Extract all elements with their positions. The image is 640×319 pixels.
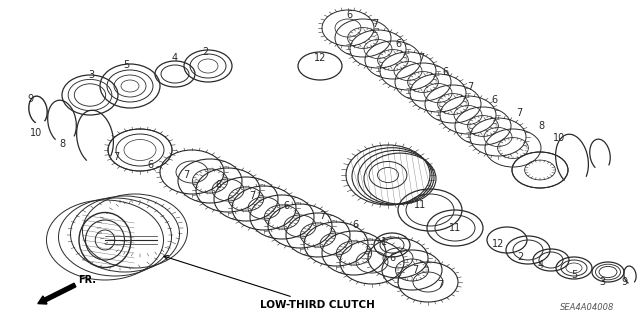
Text: 5: 5 xyxy=(571,270,577,280)
Text: 7: 7 xyxy=(113,152,119,162)
Text: 6: 6 xyxy=(283,201,289,211)
FancyArrow shape xyxy=(38,283,76,304)
Text: 7: 7 xyxy=(467,82,473,92)
Text: 7: 7 xyxy=(418,53,424,63)
Text: 7: 7 xyxy=(249,191,255,201)
Text: SEA4A04008: SEA4A04008 xyxy=(560,303,614,313)
Text: 7: 7 xyxy=(372,19,378,29)
Text: 3: 3 xyxy=(88,70,94,80)
Text: 6: 6 xyxy=(346,10,352,20)
Text: 6: 6 xyxy=(395,39,401,49)
Text: LOW-THIRD CLUTCH: LOW-THIRD CLUTCH xyxy=(164,256,375,310)
Text: 4: 4 xyxy=(172,53,178,63)
Text: 6: 6 xyxy=(215,180,221,190)
Text: 7: 7 xyxy=(437,280,443,290)
Text: 4: 4 xyxy=(538,260,544,270)
Text: 12: 12 xyxy=(314,53,326,63)
Text: 10: 10 xyxy=(30,128,42,138)
Text: 12: 12 xyxy=(492,239,504,249)
Text: 6: 6 xyxy=(147,160,153,170)
Text: 7: 7 xyxy=(516,108,522,118)
Text: 9: 9 xyxy=(621,277,627,287)
Text: 6: 6 xyxy=(491,95,497,105)
Text: 7: 7 xyxy=(319,211,325,221)
Text: 6: 6 xyxy=(389,253,395,263)
Text: FR.: FR. xyxy=(78,275,96,285)
Text: 10: 10 xyxy=(553,133,565,143)
Text: 6: 6 xyxy=(352,220,358,230)
Text: 6: 6 xyxy=(442,67,448,77)
Text: 9: 9 xyxy=(27,94,33,104)
Text: 8: 8 xyxy=(59,139,65,149)
Text: 5: 5 xyxy=(123,60,129,70)
Text: 11: 11 xyxy=(449,223,461,233)
Text: 7: 7 xyxy=(183,170,189,180)
Text: 1: 1 xyxy=(381,237,387,247)
Text: 2: 2 xyxy=(202,47,208,57)
Text: 2: 2 xyxy=(517,252,523,262)
Text: 11: 11 xyxy=(414,200,426,210)
Text: 7: 7 xyxy=(412,265,418,275)
Text: 8: 8 xyxy=(538,121,544,131)
Text: 3: 3 xyxy=(599,277,605,287)
